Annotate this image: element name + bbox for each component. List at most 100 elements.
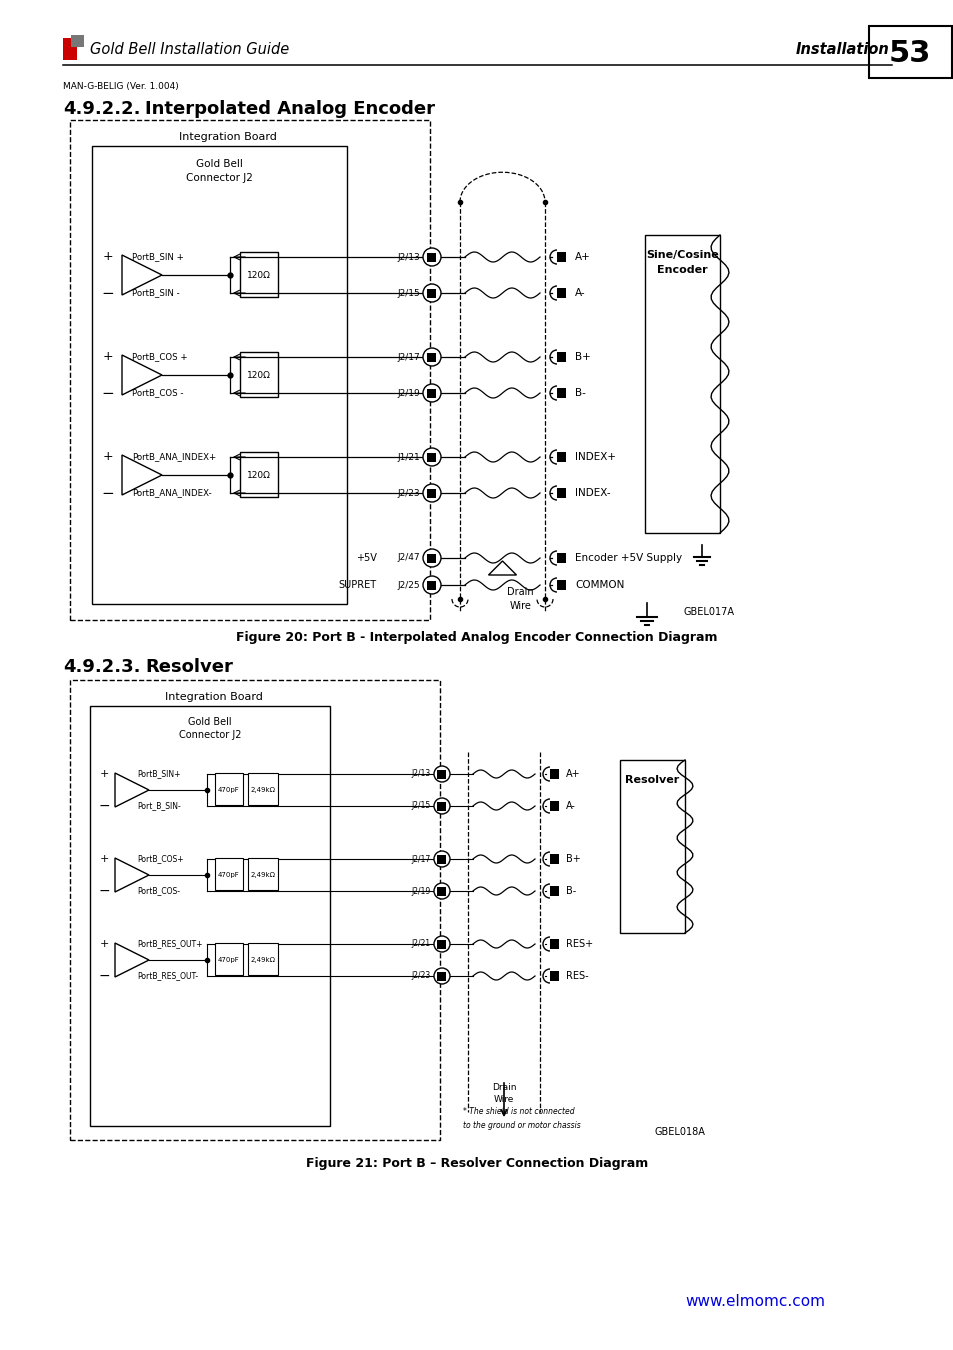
Text: Gold Bell Installation Guide: Gold Bell Installation Guide <box>90 42 289 58</box>
Bar <box>437 855 446 864</box>
Text: Gold Bell: Gold Bell <box>196 159 243 169</box>
Text: 470pF: 470pF <box>218 787 239 792</box>
Text: Connector J2: Connector J2 <box>178 730 241 740</box>
Bar <box>427 352 436 362</box>
Bar <box>240 452 277 497</box>
Text: Connector J2: Connector J2 <box>186 173 253 184</box>
Bar <box>557 386 564 400</box>
Bar <box>427 252 436 262</box>
Bar <box>248 774 277 805</box>
Circle shape <box>434 798 450 814</box>
Bar <box>427 489 436 498</box>
Polygon shape <box>115 774 149 807</box>
Text: 4.9.2.3.: 4.9.2.3. <box>63 657 140 676</box>
Text: PortB_COS-: PortB_COS- <box>137 887 180 895</box>
Text: Resolver: Resolver <box>625 775 679 784</box>
Bar <box>644 235 720 533</box>
Text: 2,49kΩ: 2,49kΩ <box>251 872 275 878</box>
FancyBboxPatch shape <box>70 120 430 620</box>
Text: PortB_COS+: PortB_COS+ <box>137 855 183 864</box>
Bar <box>557 487 565 498</box>
Bar <box>437 972 446 980</box>
Text: J2/15: J2/15 <box>412 802 431 810</box>
Text: Drain: Drain <box>507 587 534 597</box>
Text: J2/19: J2/19 <box>412 887 431 895</box>
Polygon shape <box>122 255 162 296</box>
Text: PortB_ANA_INDEX+: PortB_ANA_INDEX+ <box>132 452 216 462</box>
Bar <box>550 969 558 983</box>
Text: Gold Bell: Gold Bell <box>188 717 232 728</box>
Text: +: + <box>99 769 109 779</box>
Bar <box>550 937 558 950</box>
Text: J1/21: J1/21 <box>396 452 419 462</box>
Text: J2/21: J2/21 <box>412 940 431 949</box>
FancyBboxPatch shape <box>91 146 347 603</box>
Polygon shape <box>122 355 162 396</box>
Bar <box>550 855 558 864</box>
Bar <box>248 944 277 975</box>
Bar <box>550 971 558 981</box>
Text: A-: A- <box>565 801 576 811</box>
Text: 470pF: 470pF <box>218 872 239 878</box>
Text: B+: B+ <box>565 855 580 864</box>
Text: A+: A+ <box>575 252 590 262</box>
Text: +: + <box>103 451 113 463</box>
Text: A-: A- <box>575 288 585 298</box>
Bar <box>557 452 565 462</box>
Circle shape <box>434 883 450 899</box>
Bar <box>214 944 243 975</box>
Bar <box>71 35 84 47</box>
Text: Wire: Wire <box>494 1095 514 1104</box>
Text: J2/47: J2/47 <box>397 554 419 563</box>
Bar <box>240 252 277 297</box>
Text: Resolver: Resolver <box>145 657 233 676</box>
Text: −: − <box>102 386 114 401</box>
Bar <box>557 250 564 265</box>
Text: PortB_RES_OUT-: PortB_RES_OUT- <box>137 972 198 980</box>
Text: −: − <box>98 884 110 898</box>
Text: 2,49kΩ: 2,49kΩ <box>251 787 275 792</box>
Text: J2/19: J2/19 <box>396 389 419 397</box>
Text: −: − <box>102 285 114 301</box>
Text: 120Ω: 120Ω <box>247 471 271 479</box>
Circle shape <box>422 383 440 402</box>
Bar <box>214 774 243 805</box>
Bar <box>550 801 558 811</box>
Text: J2/17: J2/17 <box>412 855 431 864</box>
Circle shape <box>434 936 450 952</box>
Bar <box>557 252 565 262</box>
Bar <box>868 26 951 78</box>
Text: PortB_ANA_INDEX-: PortB_ANA_INDEX- <box>132 489 212 498</box>
Circle shape <box>422 485 440 502</box>
Bar <box>550 767 558 782</box>
Bar <box>240 352 277 397</box>
Text: J2/23: J2/23 <box>412 972 431 980</box>
Text: INDEX-: INDEX- <box>575 487 610 498</box>
Bar <box>427 580 436 590</box>
Bar <box>557 286 564 300</box>
Text: B+: B+ <box>575 352 590 362</box>
Circle shape <box>422 549 440 567</box>
Bar <box>557 578 564 593</box>
Polygon shape <box>115 859 149 892</box>
Text: Port_B_SIN-: Port_B_SIN- <box>137 802 180 810</box>
Text: PortB_SIN +: PortB_SIN + <box>132 252 184 262</box>
Bar <box>550 799 558 813</box>
Text: RES-: RES- <box>565 971 588 981</box>
Text: −: − <box>98 969 110 983</box>
Bar <box>437 940 446 949</box>
Text: J2/17: J2/17 <box>396 352 419 362</box>
FancyBboxPatch shape <box>90 706 330 1126</box>
Text: Integration Board: Integration Board <box>165 693 263 702</box>
Text: Integration Board: Integration Board <box>179 132 277 142</box>
Text: Sine/Cosine: Sine/Cosine <box>645 250 719 261</box>
Bar <box>557 486 564 500</box>
Text: GBEL017A: GBEL017A <box>683 608 734 617</box>
Circle shape <box>422 348 440 366</box>
Circle shape <box>422 448 440 466</box>
Text: +: + <box>103 351 113 363</box>
Circle shape <box>434 850 450 867</box>
Bar <box>427 389 436 397</box>
Circle shape <box>434 968 450 984</box>
Text: 53: 53 <box>888 39 930 69</box>
